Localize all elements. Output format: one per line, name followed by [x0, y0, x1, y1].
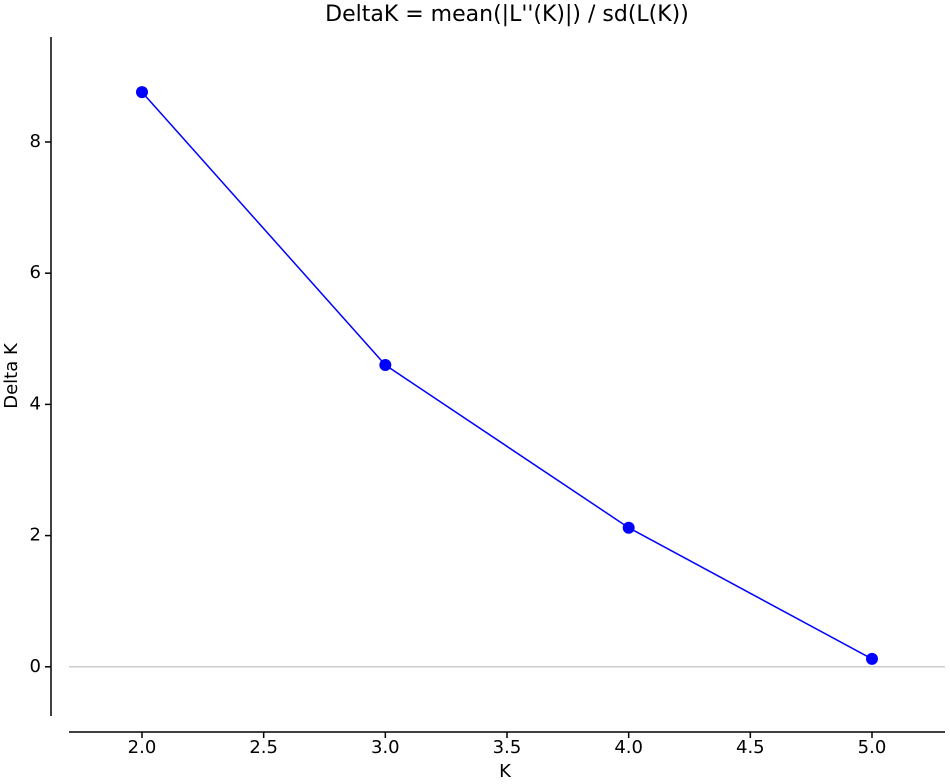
y-tick-label: 6	[30, 262, 41, 283]
x-tick-label: 4.5	[736, 737, 765, 758]
line	[141, 91, 873, 660]
x-axis-label: K	[499, 761, 512, 782]
point	[136, 86, 148, 99]
y-tick-label: 0	[30, 656, 41, 677]
x-tick-label: 3.0	[371, 737, 400, 758]
x-tick-label: 2.0	[128, 737, 157, 758]
x-tick-label: 5.0	[858, 737, 887, 758]
x-tick-label: 3.5	[493, 737, 522, 758]
x-tick-label: 4.0	[614, 737, 643, 758]
y-axis-label: Delta K	[1, 342, 22, 409]
x-tick-label: 2.5	[249, 737, 278, 758]
point	[379, 359, 392, 372]
point	[622, 521, 635, 534]
chart-title: DeltaK = mean(|L''(K)|) / sd(L(K))	[325, 2, 689, 27]
y-tick-label: 8	[30, 131, 41, 152]
point	[866, 652, 878, 665]
y-tick-label: 2	[30, 525, 41, 546]
y-tick-label: 4	[30, 393, 41, 414]
